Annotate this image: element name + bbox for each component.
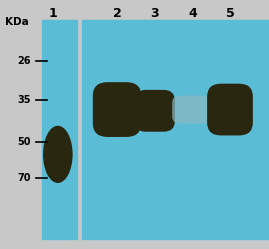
Bar	[42, 20, 77, 239]
FancyBboxPatch shape	[172, 96, 213, 124]
Text: 50: 50	[17, 137, 31, 147]
Ellipse shape	[43, 126, 73, 183]
FancyBboxPatch shape	[134, 90, 175, 132]
Text: 5: 5	[226, 7, 234, 20]
FancyBboxPatch shape	[93, 82, 141, 137]
Text: KDa: KDa	[5, 17, 29, 27]
Text: 26: 26	[17, 56, 31, 66]
Text: 2: 2	[113, 7, 121, 20]
Bar	[0, 0, 42, 249]
Text: 1: 1	[48, 7, 57, 20]
Text: 35: 35	[17, 95, 31, 105]
Text: 4: 4	[188, 7, 197, 20]
Text: 3: 3	[150, 7, 159, 20]
FancyBboxPatch shape	[207, 84, 253, 135]
Bar	[82, 20, 269, 239]
Text: 70: 70	[17, 173, 31, 183]
